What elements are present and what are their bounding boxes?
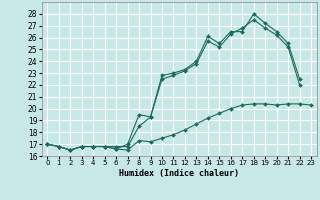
X-axis label: Humidex (Indice chaleur): Humidex (Indice chaleur) — [119, 169, 239, 178]
